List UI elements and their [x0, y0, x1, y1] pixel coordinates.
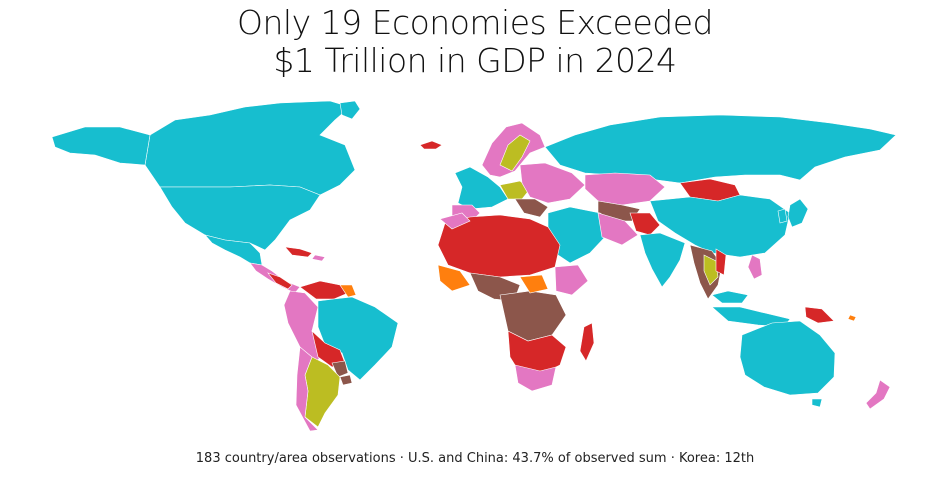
region-balkans	[514, 198, 549, 218]
country-china	[649, 194, 791, 258]
country-new-zealand	[865, 379, 891, 410]
country-malaysia	[711, 290, 749, 304]
country-alaska	[51, 126, 151, 166]
country-iceland	[419, 140, 443, 150]
region-west-africa	[437, 264, 471, 292]
region-central-america-south	[267, 272, 293, 290]
region-eastern-europe	[519, 162, 586, 204]
country-chile	[295, 346, 319, 432]
country-australia	[739, 320, 836, 396]
country-canada	[144, 100, 356, 196]
country-tasmania	[811, 398, 823, 408]
region-caribbean-east	[311, 254, 326, 262]
country-morocco-egypt	[439, 212, 471, 230]
world-map	[51, 100, 897, 432]
country-iran	[597, 212, 639, 246]
country-papua-new-guinea	[804, 306, 835, 324]
country-east-africa	[519, 274, 549, 294]
country-madagascar	[579, 322, 595, 362]
country-ethiopia	[554, 264, 589, 296]
country-vietnam	[715, 248, 727, 276]
country-greenland	[339, 100, 361, 120]
footer-note: 183 country/area observations · U.S. and…	[195, 451, 755, 466]
map-title: Only 19 Economies Exceeded $1 Trillion i…	[0, 4, 950, 80]
country-afghanistan-pakistan	[629, 212, 661, 236]
country-thailand	[703, 254, 719, 286]
country-korea	[777, 208, 788, 224]
region-pacific-islands	[847, 314, 857, 322]
region-southern-africa	[507, 330, 567, 376]
country-philippines	[747, 254, 763, 280]
region-western-europe	[454, 166, 509, 210]
country-sweden	[499, 134, 531, 172]
country-usa	[159, 184, 321, 251]
country-kazakhstan	[584, 172, 666, 206]
country-south-africa	[514, 364, 557, 392]
country-japan	[787, 198, 809, 228]
map-title-line-1: Only 19 Economies Exceeded	[237, 3, 713, 42]
region-caribbean	[284, 246, 313, 258]
region-central-europe	[499, 180, 531, 200]
country-paraguay	[331, 360, 349, 378]
country-guianas	[339, 284, 357, 298]
map-title-line-2: $1 Trillion in GDP in 2024	[273, 41, 677, 80]
country-india	[639, 232, 686, 288]
country-uruguay	[339, 374, 353, 386]
country-russia	[544, 114, 897, 184]
